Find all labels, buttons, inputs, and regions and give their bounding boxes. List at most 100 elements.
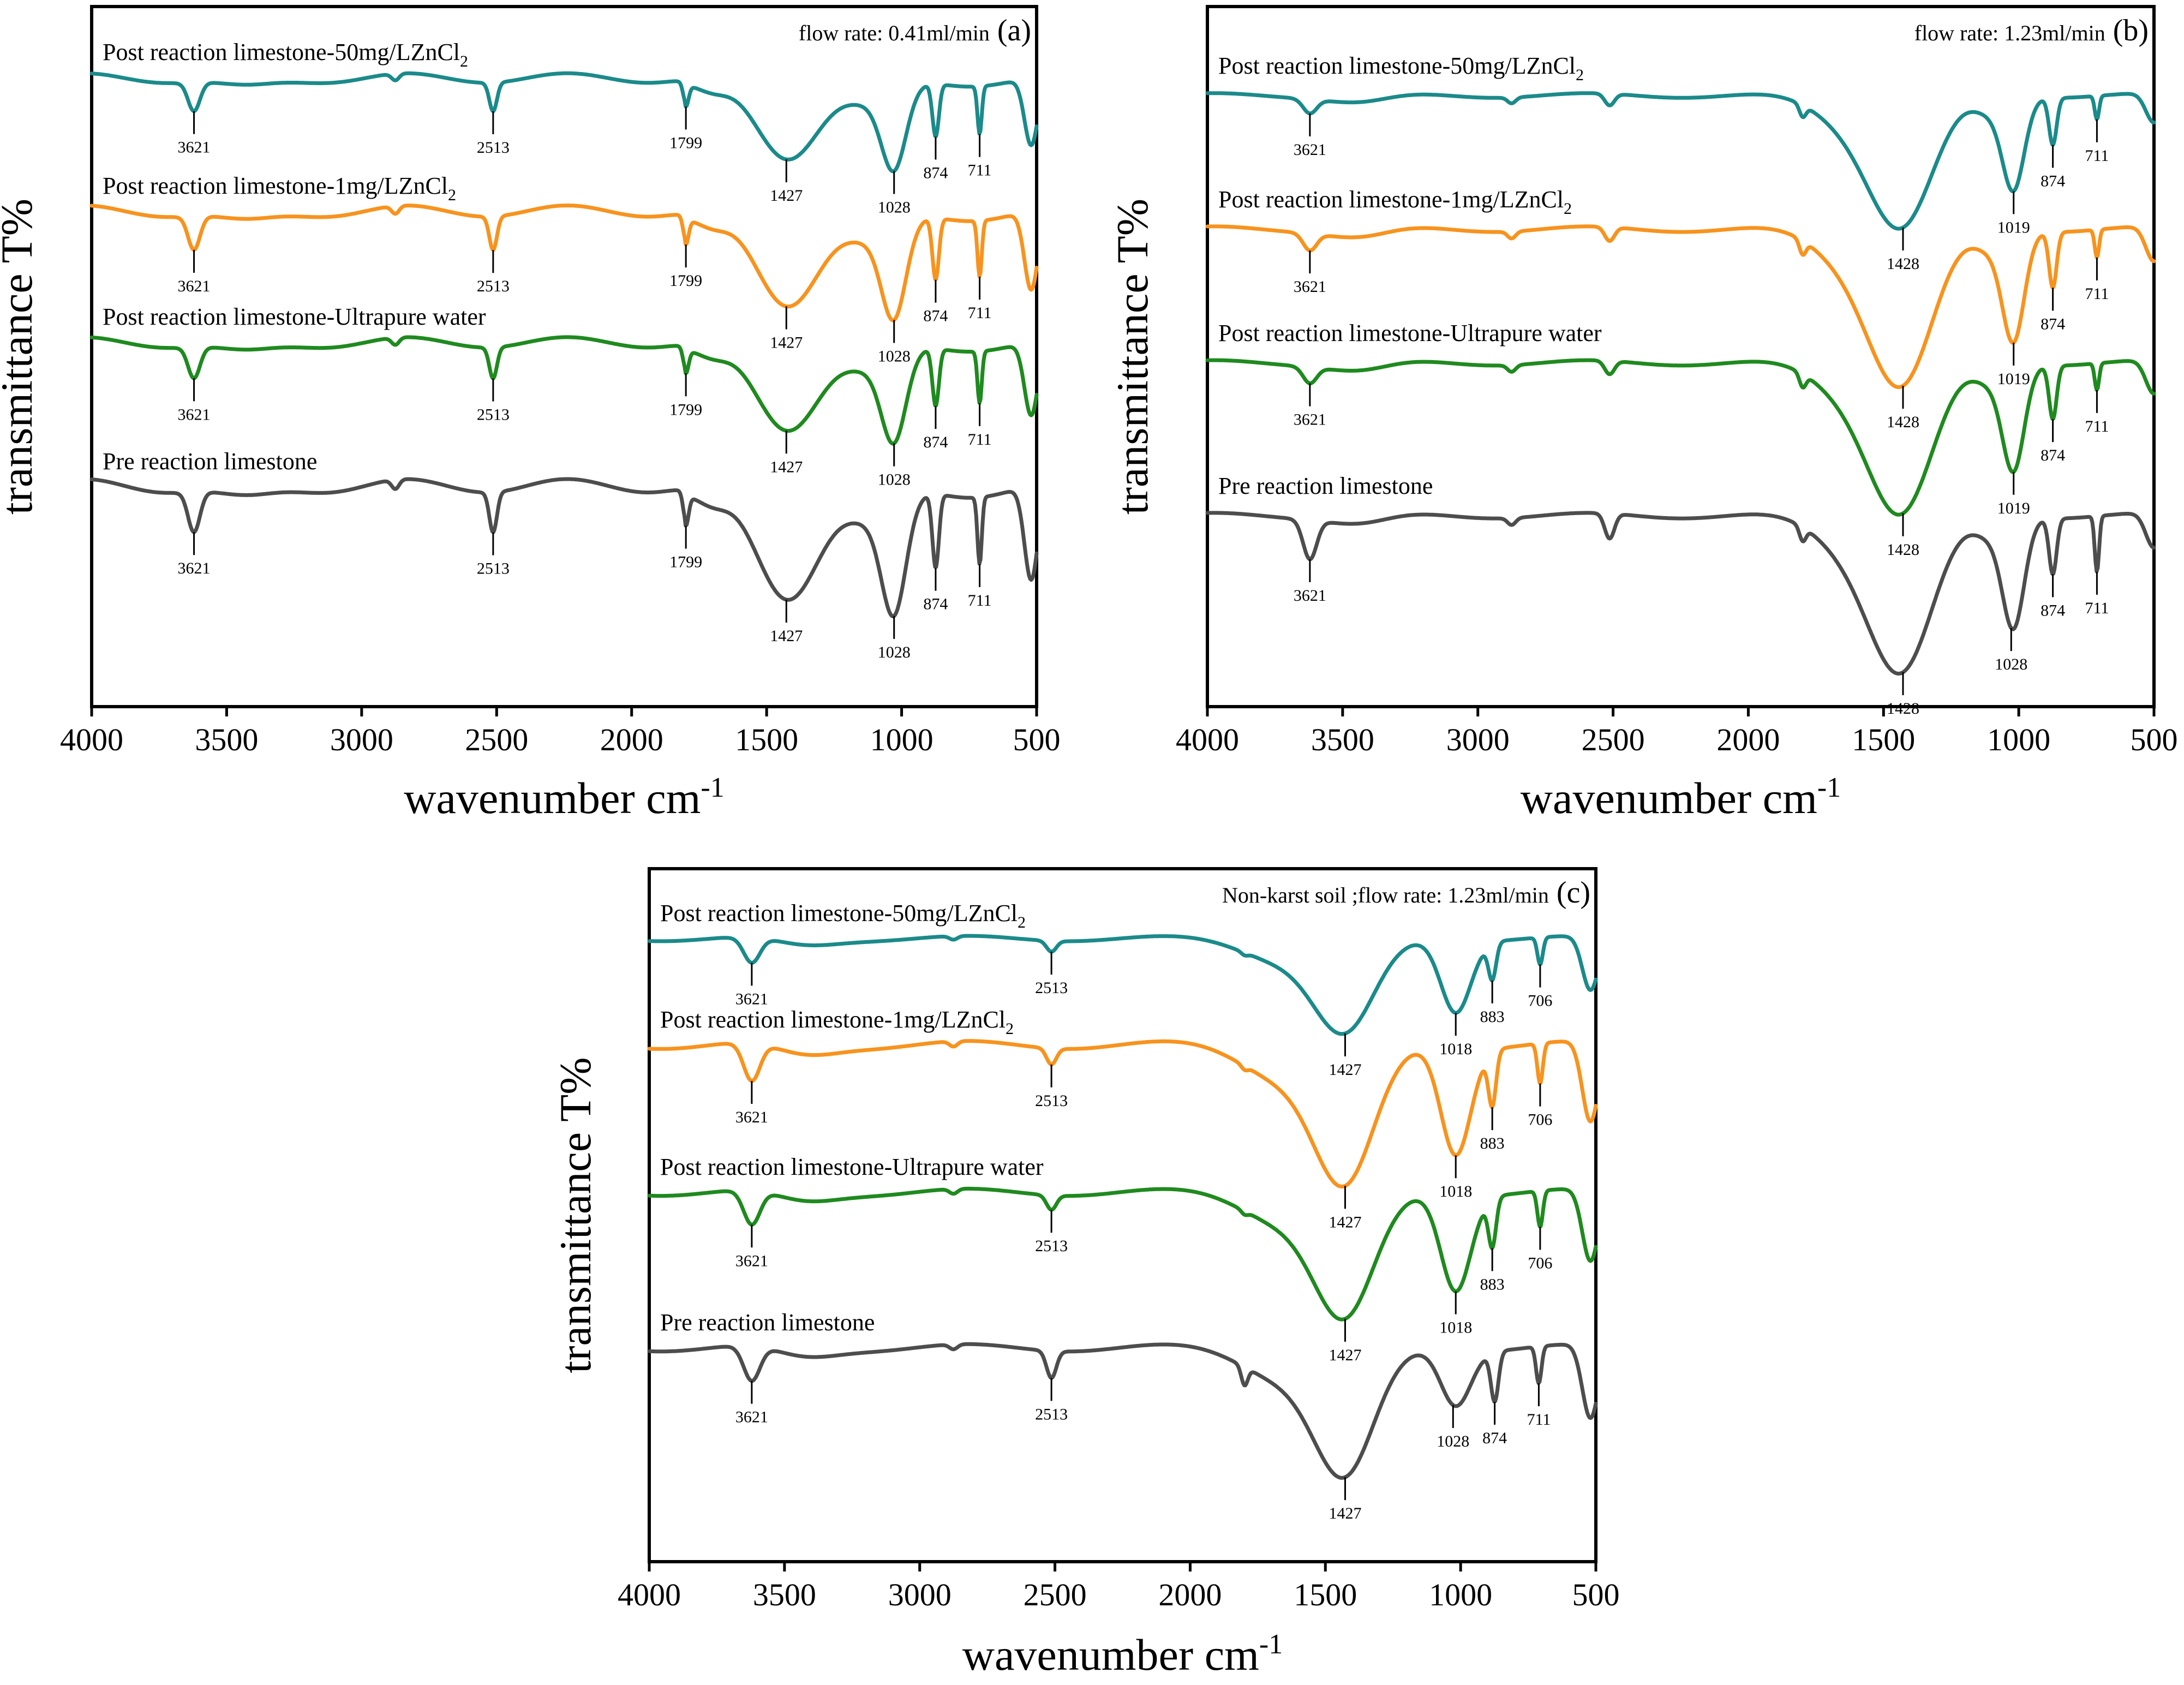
peak-label: 1018 xyxy=(1439,1182,1472,1200)
plot-frame xyxy=(648,867,1597,1563)
series-label-text: Pre reaction limestone xyxy=(660,1309,875,1336)
x-tick-label: 4000 xyxy=(1176,722,1239,757)
flow-rate-annotation: flow rate: 0.41ml/min (a) xyxy=(799,14,1031,47)
x-tick-label: 2000 xyxy=(1158,1577,1222,1612)
x-axis-title-text: wavenumber cm xyxy=(1521,773,1817,823)
series-label-subscript: 2 xyxy=(1006,1020,1014,1038)
peak-label: 1018 xyxy=(1439,1319,1472,1337)
x-tick-label: 3500 xyxy=(753,1577,816,1612)
x-tick-label: 3000 xyxy=(1446,722,1510,757)
x-tick-label: 1000 xyxy=(1987,722,2050,757)
series-label: Post reaction limestone-50mg/LZnCl2 xyxy=(660,900,1026,931)
x-tick-label: 500 xyxy=(2131,722,2178,757)
series-label: Post reaction limestone-1mg/LZnCl2 xyxy=(660,1006,1014,1038)
annotation-text: Non-karst soil ;flow rate: 1.23ml/min xyxy=(1222,883,1549,907)
peak-label: 1428 xyxy=(1887,700,1919,718)
series-label-text: Post reaction limestone-1mg/LZnCl xyxy=(1218,186,1564,213)
x-axis-title-text: wavenumber cm xyxy=(962,1630,1259,1680)
annotation-text: flow rate: 1.23ml/min xyxy=(1914,21,2105,45)
series-line-0 xyxy=(89,71,1039,174)
peak-label: 1028 xyxy=(878,470,911,488)
peak-label: 1428 xyxy=(1887,255,1919,273)
peak-label: 706 xyxy=(1528,1111,1552,1129)
series-label-text: Post reaction limestone-Ultrapure water xyxy=(103,303,486,330)
panel-b: 4000 3500 3000 2500 2000 1500 1000 500 wavenumbe… xyxy=(1108,5,2178,823)
series-line-3 xyxy=(89,477,1039,619)
peak-label: 883 xyxy=(1480,1275,1505,1293)
series-label-text: Post reaction limestone-1mg/LZnCl xyxy=(660,1006,1006,1033)
series-label-text: Pre reaction limestone xyxy=(1218,473,1433,499)
series-label: Pre reaction limestone xyxy=(1218,473,1433,499)
peak-label: 711 xyxy=(968,304,992,322)
panel-a: 4000 3500 3000 2500 2000 1500 1000 500 wavenumbe… xyxy=(0,5,1061,823)
peak-label: 3621 xyxy=(178,405,211,423)
series-line-0 xyxy=(1205,91,2156,231)
peak-label: 2513 xyxy=(1035,1092,1068,1110)
series-label: Post reaction limestone-1mg/LZnCl2 xyxy=(103,172,456,204)
peak-label: 2513 xyxy=(1035,979,1068,997)
series-label: Post reaction limestone-Ultrapure water xyxy=(1218,320,1602,346)
peak-label: 1427 xyxy=(770,333,803,351)
peak-label: 1018 xyxy=(1439,1040,1472,1058)
peak-label: 711 xyxy=(1527,1411,1551,1429)
peak-label: 3621 xyxy=(1294,141,1326,159)
peak-label: 3621 xyxy=(1294,587,1326,605)
peak-label: 2513 xyxy=(477,277,510,295)
peak-label: 711 xyxy=(2085,147,2109,165)
x-tick-label: 1500 xyxy=(1852,722,1915,757)
x-tick-label: 3500 xyxy=(195,722,258,757)
series-line-3 xyxy=(1205,511,2156,676)
peak-label: 1427 xyxy=(1329,1504,1361,1522)
peak-label: 1427 xyxy=(1329,1213,1361,1231)
x-tick-label: 3500 xyxy=(1311,722,1374,757)
series-label-text: Post reaction limestone-Ultrapure water xyxy=(660,1154,1044,1180)
peak-label: 2513 xyxy=(1035,1237,1068,1255)
peak-label: 711 xyxy=(2085,417,2109,435)
peak-label: 874 xyxy=(1482,1429,1507,1447)
peak-label: 1427 xyxy=(770,627,803,645)
peak-label: 2513 xyxy=(477,406,510,424)
peak-label: 1427 xyxy=(1329,1346,1361,1364)
peak-label: 1799 xyxy=(669,553,702,571)
x-tick-label: 4000 xyxy=(60,722,123,757)
plot-frame xyxy=(1206,5,2156,708)
series-label-subscript: 2 xyxy=(1564,200,1572,218)
series-label: Pre reaction limestone xyxy=(103,448,317,475)
series-label-subscript: 2 xyxy=(460,52,468,70)
y-axis-title: transmittance T% xyxy=(1108,199,1157,515)
peak-label: 1028 xyxy=(878,348,911,366)
series-label-text: Pre reaction limestone xyxy=(103,448,317,475)
peak-label: 874 xyxy=(2041,446,2065,464)
x-axis-title-superscript: -1 xyxy=(1259,1629,1283,1660)
peak-label: 3621 xyxy=(735,1252,768,1270)
x-tick-label: 1000 xyxy=(870,722,934,757)
peak-label: 874 xyxy=(923,307,948,325)
peak-label: 1028 xyxy=(1437,1432,1469,1450)
peak-label: 711 xyxy=(968,431,992,449)
peak-label: 2513 xyxy=(1035,1405,1068,1423)
x-axis-title: wavenumber cm-1 xyxy=(1521,772,1841,823)
series-line-1 xyxy=(1205,224,2156,389)
peak-label: 711 xyxy=(968,162,992,180)
x-axis-title-superscript: -1 xyxy=(1817,772,1841,803)
peak-label: 2513 xyxy=(477,139,510,157)
series-label-text: Post reaction limestone-50mg/LZnCl xyxy=(1218,52,1576,79)
series-label-subscript: 2 xyxy=(1018,913,1026,931)
x-tick-label: 2500 xyxy=(1024,1577,1087,1612)
peak-label: 1427 xyxy=(770,187,803,205)
x-tick-label: 3000 xyxy=(888,1577,952,1612)
series-label: Post reaction limestone-Ultrapure water xyxy=(660,1154,1044,1180)
peak-label: 874 xyxy=(2041,315,2065,333)
peak-label: 3621 xyxy=(178,559,211,577)
peak-label: 1428 xyxy=(1887,541,1919,559)
series-line-3 xyxy=(647,1342,1598,1480)
peak-label: 874 xyxy=(2041,172,2065,190)
peak-label: 3621 xyxy=(735,1408,768,1426)
series-label: Pre reaction limestone xyxy=(660,1309,875,1336)
x-tick-label: 500 xyxy=(1572,1577,1620,1612)
series-line-2 xyxy=(647,1186,1598,1322)
series-line-0 xyxy=(647,934,1598,1036)
peak-label: 1019 xyxy=(1997,499,2030,517)
series-label-subscript: 2 xyxy=(448,186,456,204)
series-label: Post reaction limestone-Ultrapure water xyxy=(103,303,486,330)
